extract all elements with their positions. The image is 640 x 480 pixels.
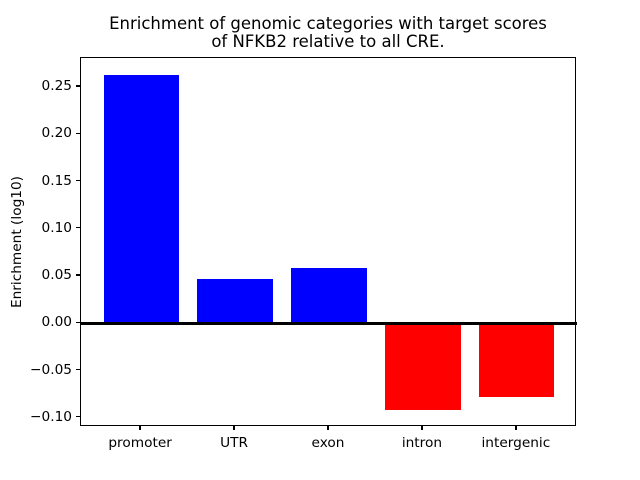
bar-intron bbox=[385, 323, 461, 411]
x-tick-label-promoter: promoter bbox=[108, 435, 172, 451]
x-tick-mark bbox=[233, 426, 235, 430]
x-tick-label-intron: intron bbox=[401, 435, 443, 451]
y-tick-mark bbox=[75, 416, 80, 418]
y-tick-mark bbox=[75, 85, 80, 87]
x-tick-label-UTR: UTR bbox=[220, 435, 248, 451]
y-tick-label: 0.10 bbox=[41, 219, 72, 236]
x-tick-label-exon: exon bbox=[311, 435, 345, 451]
y-tick-label: −0.05 bbox=[30, 361, 72, 378]
chart-title: Enrichment of genomic categories with ta… bbox=[109, 15, 547, 50]
y-tick-mark bbox=[75, 227, 80, 229]
y-tick-label: 0.25 bbox=[41, 78, 72, 95]
y-tick-mark bbox=[75, 321, 80, 323]
x-tick-label-intergenic: intergenic bbox=[481, 435, 551, 451]
x-tick-mark bbox=[515, 426, 517, 430]
plot-area bbox=[80, 57, 577, 426]
x-tick-mark bbox=[327, 426, 329, 430]
y-tick-label: 0.00 bbox=[41, 314, 72, 331]
x-tick-mark bbox=[139, 426, 141, 430]
bar-exon bbox=[291, 267, 367, 324]
bar-intergenic bbox=[479, 323, 555, 397]
chart-title-line2: of NFKB2 relative to all CRE. bbox=[211, 31, 445, 51]
y-tick-mark bbox=[75, 368, 80, 371]
y-tick-mark bbox=[75, 132, 80, 134]
bar-promoter bbox=[103, 74, 179, 324]
y-tick-label: 0.05 bbox=[41, 267, 72, 284]
y-tick-mark bbox=[75, 179, 80, 182]
bar-UTR bbox=[197, 278, 273, 324]
y-tick-mark bbox=[75, 274, 80, 276]
chart-title-line1: Enrichment of genomic categories with ta… bbox=[109, 14, 547, 33]
zero-line bbox=[81, 321, 577, 326]
y-axis-label: Enrichment (log10) bbox=[9, 175, 25, 309]
x-tick-mark bbox=[421, 426, 423, 430]
y-tick-label: −0.10 bbox=[30, 408, 72, 425]
y-tick-label: 0.15 bbox=[41, 172, 72, 189]
y-tick-label: 0.20 bbox=[41, 125, 72, 142]
